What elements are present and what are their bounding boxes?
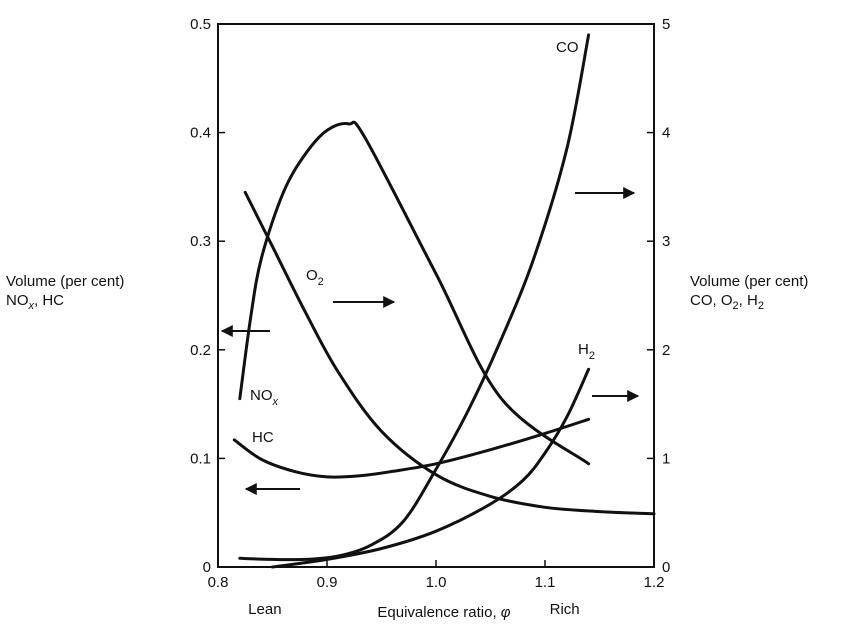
left-tick-label-5: 0.5 [190,16,211,33]
series-co-label: CO [556,39,579,56]
x-axis-title: Equivalence ratio, φ [377,604,510,621]
x-tick-label-3: 1.1 [535,574,556,591]
marks: CO O2 H2 NOx HC [220,39,640,495]
x-tick-label-4: 1.2 [644,574,665,591]
series-hc-line [232,417,591,479]
left-tick-label-3: 0.3 [190,233,211,250]
left-tick-label-4: 0.4 [190,125,211,142]
x-tick-label-2: 1.0 [426,574,447,591]
series-o2-label: O2 [306,267,324,288]
left-tick-label-2: 0.2 [190,342,211,359]
series-o2-line [243,190,656,516]
right-tick-label-4: 4 [662,125,670,142]
series-h2-label: H2 [578,341,595,362]
left-tick-label-1: 0.1 [190,450,211,467]
x-tick-label-0: 0.8 [208,574,229,591]
curves [232,33,656,569]
right-tick-label-5: 5 [662,16,670,33]
series-hc-label: HC [252,429,274,446]
axes: 0.8 0.9 1.0 1.1 1.200.10.20.30.40.5012345Equ… [190,16,670,621]
right-axis-title-line1: Volume (per cent) [690,273,809,290]
lean-label: Lean [248,601,281,618]
x-tick-label-1: 0.9 [317,574,338,591]
series-nox-label: NOx [250,387,279,408]
right-tick-label-3: 3 [662,233,670,250]
series-nox-line [238,120,591,466]
right-tick-label-0: 0 [662,559,670,576]
right-tick-label-2: 2 [662,342,670,359]
right-axis-title-line2: CO, O2, H2 [690,292,764,312]
left-axis-title-line1: Volume (per cent) [6,273,125,290]
left-axis-title-line2: NOx, HC [6,292,64,312]
right-tick-label-1: 1 [662,450,670,467]
plot-frame [217,23,655,568]
left-axis-title: Volume (per cent) NOx, HC [6,272,124,316]
left-tick-label-0: 0 [203,559,211,576]
series-h2-line [271,367,591,569]
series-co-line [238,33,591,562]
rich-label: Rich [550,601,580,618]
right-axis-title: Volume (per cent) CO, O2, H2 [690,272,808,316]
